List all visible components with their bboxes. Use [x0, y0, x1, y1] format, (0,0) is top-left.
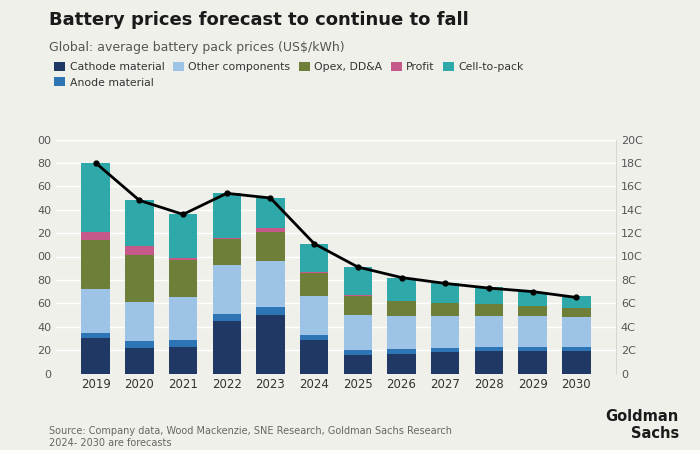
- Bar: [431, 303, 459, 316]
- Bar: [125, 302, 153, 341]
- Bar: [431, 348, 459, 352]
- Bar: [213, 265, 241, 314]
- Bar: [125, 341, 153, 348]
- Bar: [387, 354, 416, 373]
- Bar: [81, 240, 110, 289]
- Bar: [169, 214, 197, 258]
- Bar: [344, 315, 372, 350]
- Bar: [475, 346, 503, 351]
- Text: Battery prices forecast to continue to fall: Battery prices forecast to continue to f…: [49, 11, 469, 29]
- Bar: [387, 301, 416, 316]
- Bar: [256, 232, 285, 261]
- Bar: [169, 297, 197, 340]
- Bar: [213, 238, 241, 239]
- Bar: [519, 346, 547, 351]
- Bar: [169, 258, 197, 260]
- Bar: [81, 338, 110, 373]
- Legend: Cathode material, Anode material, Other components, Opex, DD&A, Profit, Cell-to-: Cathode material, Anode material, Other …: [55, 62, 524, 88]
- Bar: [256, 198, 285, 229]
- Bar: [431, 352, 459, 374]
- Bar: [169, 260, 197, 297]
- Bar: [562, 308, 591, 317]
- Bar: [169, 340, 197, 346]
- Bar: [125, 348, 153, 374]
- Text: Goldman
Sachs: Goldman Sachs: [606, 409, 679, 441]
- Bar: [256, 261, 285, 307]
- Bar: [475, 305, 503, 316]
- Bar: [562, 317, 591, 346]
- Bar: [213, 194, 241, 238]
- Bar: [562, 296, 591, 308]
- Bar: [300, 273, 328, 296]
- Bar: [81, 163, 110, 232]
- Bar: [300, 335, 328, 340]
- Bar: [519, 306, 547, 316]
- Bar: [344, 355, 372, 374]
- Bar: [562, 346, 591, 351]
- Bar: [344, 295, 372, 296]
- Bar: [519, 351, 547, 373]
- Bar: [344, 350, 372, 355]
- Bar: [387, 278, 416, 301]
- Text: Global: average battery pack prices (US$/kWh): Global: average battery pack prices (US$…: [49, 40, 344, 54]
- Bar: [256, 307, 285, 315]
- Bar: [300, 340, 328, 374]
- Text: Source: Company data, Wood Mackenzie, SNE Research, Goldman Sachs Research
2024-: Source: Company data, Wood Mackenzie, SN…: [49, 426, 452, 448]
- Bar: [81, 289, 110, 333]
- Bar: [519, 292, 547, 306]
- Bar: [431, 284, 459, 303]
- Bar: [519, 316, 547, 346]
- Bar: [475, 351, 503, 373]
- Bar: [213, 314, 241, 321]
- Bar: [300, 243, 328, 272]
- Bar: [125, 200, 153, 246]
- Bar: [387, 349, 416, 354]
- Bar: [300, 272, 328, 273]
- Bar: [125, 255, 153, 302]
- Bar: [256, 315, 285, 374]
- Bar: [213, 239, 241, 265]
- Bar: [344, 267, 372, 295]
- Bar: [256, 229, 285, 232]
- Bar: [213, 321, 241, 373]
- Bar: [169, 346, 197, 374]
- Bar: [475, 287, 503, 305]
- Bar: [300, 296, 328, 335]
- Bar: [344, 296, 372, 315]
- Bar: [81, 333, 110, 338]
- Bar: [125, 246, 153, 255]
- Bar: [387, 316, 416, 349]
- Bar: [562, 351, 591, 373]
- Bar: [431, 316, 459, 348]
- Bar: [81, 232, 110, 240]
- Bar: [475, 316, 503, 346]
